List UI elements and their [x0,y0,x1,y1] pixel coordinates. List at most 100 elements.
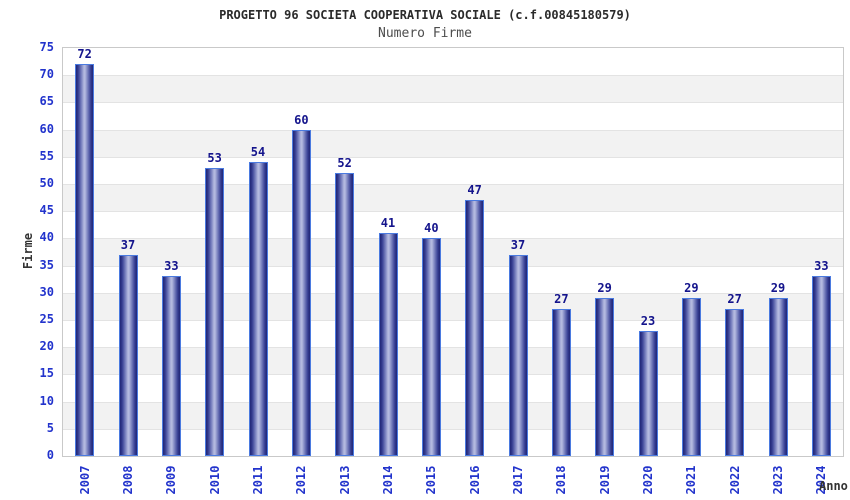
bar-2021 [681,298,701,456]
bar-value-label: 52 [337,156,352,171]
bar-value-label: 60 [294,112,309,127]
y-tick-label: 10 [39,393,54,408]
x-tick-label: 2011 [251,465,265,495]
y-tick-label: 45 [39,203,54,218]
gridline [63,401,843,403]
bar-value-label: 33 [164,259,179,274]
bar-2024 [811,276,831,456]
gridline [63,211,843,213]
bar-2010 [205,167,225,456]
x-tick-label: 2021 [684,465,699,495]
bar-2009 [161,276,181,456]
bar-2016 [465,200,485,456]
bar-2023 [768,298,788,456]
bar-value-label: 53 [207,150,222,165]
x-tick-label: 2018 [554,465,569,495]
bar-value-label: 41 [380,215,396,230]
plot-band [63,129,843,157]
x-tick-label: 2022 [727,465,742,495]
y-tick-label: 55 [39,148,54,163]
bar-value-label: 54 [250,145,266,160]
x-tick-label: 2009 [164,465,179,495]
y-tick-label: 5 [46,420,54,435]
plot-band [63,48,843,76]
y-tick-label: 70 [39,67,54,82]
chart-title: PROGETTO 96 SOCIETA COOPERATIVA SOCIALE … [219,8,631,22]
y-tick-label: 30 [39,284,54,299]
bar-value-label: 33 [814,259,829,274]
chart-subtitle: Numero Firme [378,26,472,41]
gridline [63,374,843,376]
bar-2014 [378,232,398,456]
plot-band [63,211,843,239]
gridline [63,75,843,77]
x-tick-label: 2007 [77,465,92,495]
bar-value-label: 29 [684,281,699,296]
y-tick-label: 65 [39,94,54,109]
x-tick-label: 2019 [597,465,612,495]
bar-2008 [118,254,138,456]
y-tick-label: 25 [39,312,54,326]
bar-value-label: 29 [597,281,612,296]
plot-band [63,347,843,375]
y-tick-label: 75 [39,40,54,54]
plot-band [63,265,843,293]
y-tick-label: 50 [39,176,54,190]
x-tick-label: 2023 [771,465,785,495]
bar-value-label: 47 [467,183,482,198]
gridline [63,428,843,430]
bar-value-label: 27 [554,292,569,307]
plot-band [63,75,843,103]
bar-2020 [638,330,658,456]
x-tick-label: 2010 [207,465,222,495]
gridline [63,156,843,158]
plot-band [63,292,843,320]
bar-value-label: 23 [640,313,656,328]
gridline [63,292,843,294]
gridline [63,320,843,321]
bar-value-label: 40 [424,221,439,236]
bar-value-label: 72 [77,47,92,62]
bar-2013 [335,173,355,456]
x-tick-label: 2013 [337,465,352,495]
x-axis-title: Anno [819,479,848,493]
x-tick-label: 2016 [467,465,482,495]
gridline [63,347,843,349]
bar-2017 [508,254,528,456]
x-tick-label: 2008 [121,465,135,495]
gridline [63,102,843,104]
y-tick-label: 20 [39,339,54,354]
y-tick-label: 35 [39,257,54,272]
x-tick-label: 2012 [294,465,309,495]
bar-2018 [551,309,571,456]
bar-2015 [421,238,441,456]
plot-area: 72 37 33 53 54 60 52 41 40 47 37 27 29 23 29 27 29 33 [62,47,844,457]
plot-band [63,156,843,184]
x-tick-label: 2020 [641,465,655,495]
y-tick-label: 0 [46,448,54,462]
bar-2022 [725,309,745,456]
y-tick-label: 15 [39,366,54,381]
bar-value-label: 29 [770,281,786,296]
gridline [63,129,843,131]
bar-2007 [75,64,95,456]
bar-value-label: 27 [727,292,742,307]
gridline [63,184,843,185]
plot-band [63,401,843,429]
plot-band [63,374,843,402]
y-tick-label: 40 [39,230,54,245]
x-tick-label: 2014 [381,465,395,495]
plot-band [63,428,843,456]
bar-value-label: 37 [120,237,136,252]
plot-band [63,238,843,266]
gridline [63,265,843,267]
x-tick-label: 2015 [424,465,439,495]
plot-band [63,102,843,130]
y-tick-label: 60 [39,121,54,136]
gridline [63,238,843,240]
bar-2019 [595,298,615,456]
plot-band [63,184,843,212]
plot-band [63,320,843,348]
bar-2012 [291,129,311,456]
